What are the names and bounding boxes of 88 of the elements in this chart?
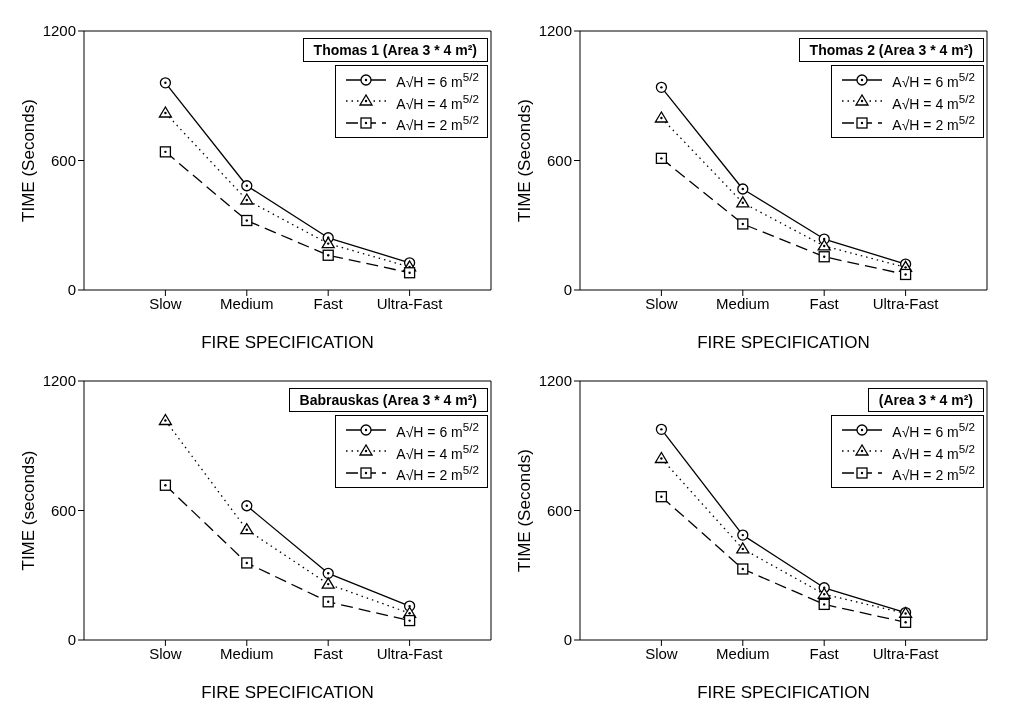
point (737, 529, 749, 541)
x-axis-title: FIRE SPECIFICATION (697, 683, 870, 702)
y-axis-title: TIME (seconds) (19, 450, 39, 571)
y-tick-label: 1200 (42, 372, 76, 390)
y-tick-label: 1200 (538, 372, 572, 390)
point (240, 193, 254, 205)
x-tick-label: Slow (149, 294, 182, 312)
point (322, 596, 334, 608)
point (655, 491, 668, 503)
point (817, 239, 831, 251)
legend-label: A√H = 4 m$^{5/2}$ (396, 91, 479, 112)
y-tick-label: 600 (50, 151, 76, 169)
y-tick-label: 600 (546, 151, 572, 169)
point (403, 614, 416, 627)
point (899, 616, 912, 628)
y-tick-label: 0 (563, 281, 572, 299)
x-tick-label: Medium (716, 644, 770, 662)
text: (Area 3 * 4 m²) (867, 388, 984, 412)
legend-label: A√H = 6 m$^{5/2}$ (892, 420, 975, 440)
x-tick-label: Ultra-Fast (376, 294, 444, 312)
point (655, 152, 668, 164)
point (654, 451, 669, 464)
point (159, 146, 172, 158)
legend-label: A√H = 2 m$^{5/2}$ (892, 463, 975, 483)
y-tick-label: 0 (67, 281, 76, 299)
x-tick-label: Medium (220, 294, 274, 312)
y-axis-title: TIME (Seconds) (515, 99, 535, 222)
point (321, 236, 335, 249)
text: Babrauskas (Area 3 * 4 m²) (288, 388, 488, 412)
y-tick-label: 600 (546, 501, 572, 519)
point (654, 111, 669, 123)
x-tick-label: Fast (809, 644, 840, 662)
point (159, 479, 172, 491)
x-axis-title: FIRE SPECIFICATION (201, 683, 374, 702)
x-tick-label: Fast (313, 294, 344, 312)
y-axis-title: TIME (Seconds) (19, 99, 39, 222)
x-tick-label: Medium (716, 294, 770, 312)
legend-label: A√H = 4 m$^{5/2}$ (892, 441, 975, 462)
x-tick-label: Fast (809, 294, 840, 312)
y-axis-title: TIME (Seconds) (515, 449, 535, 572)
legend-label: A√H = 4 m$^{5/2}$ (892, 91, 975, 112)
point (241, 214, 253, 227)
legend-label: A√H = 2 m$^{5/2}$ (396, 113, 479, 133)
legend-label: A√H = 6 m$^{5/2}$ (892, 70, 975, 90)
y-tick-label: 600 (50, 501, 76, 519)
x-tick-label: Ultra-Fast (872, 294, 940, 312)
point (159, 77, 172, 89)
legend-label: A√H = 4 m$^{5/2}$ (396, 441, 479, 462)
x-tick-label: Slow (645, 644, 678, 662)
point (737, 183, 749, 195)
point (241, 557, 253, 569)
point (158, 413, 173, 426)
y-tick-label: 0 (563, 631, 572, 649)
point (655, 423, 668, 435)
point (899, 268, 912, 281)
point (322, 567, 334, 579)
legend-label: A√H = 2 m$^{5/2}$ (396, 463, 479, 483)
y-tick-label: 0 (67, 631, 76, 649)
x-tick-label: Ultra-Fast (872, 644, 940, 662)
x-tick-label: Ultra-Fast (376, 644, 444, 662)
legend-label: A√H = 6 m$^{5/2}$ (396, 70, 479, 90)
x-tick-label: Fast (313, 644, 344, 662)
point (158, 106, 173, 118)
point (737, 563, 749, 575)
x-axis-title: FIRE SPECIFICATION (697, 333, 870, 352)
point (817, 587, 831, 599)
point (240, 523, 254, 535)
point (241, 500, 253, 512)
point (322, 249, 334, 261)
x-tick-label: Slow (149, 644, 182, 662)
point (655, 81, 668, 93)
point (737, 218, 749, 230)
point (736, 196, 750, 208)
point (241, 180, 253, 192)
legend-label: A√H = 6 m$^{5/2}$ (396, 420, 479, 440)
x-axis-title: FIRE SPECIFICATION (201, 333, 374, 352)
point (818, 598, 830, 611)
point (403, 267, 416, 279)
legend-label: A√H = 2 m$^{5/2}$ (892, 113, 975, 133)
text: Thomas 1 (Area 3 * 4 m²) (302, 38, 488, 62)
text: Thomas 2 (Area 3 * 4 m²) (798, 38, 984, 62)
point (321, 577, 335, 589)
y-tick-label: 1200 (42, 22, 76, 40)
point (818, 251, 830, 263)
y-tick-label: 1200 (538, 22, 572, 40)
x-tick-label: Medium (220, 644, 274, 662)
x-tick-label: Slow (645, 294, 678, 312)
point (736, 542, 750, 554)
